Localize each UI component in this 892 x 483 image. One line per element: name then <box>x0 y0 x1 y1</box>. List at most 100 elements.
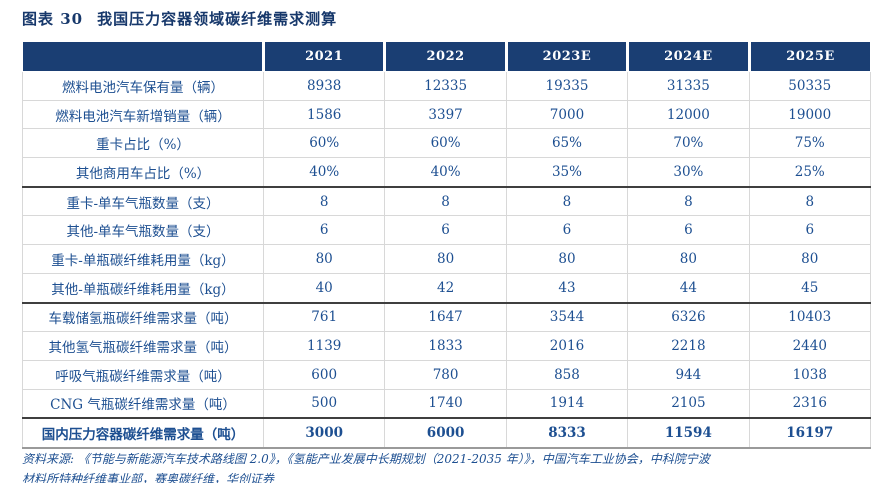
row-label: 其他-单瓶碳纤维耗用量（kg） <box>22 272 264 304</box>
cell-value: 60% <box>384 128 507 159</box>
table-row: 其他-单车气瓶数量（支） 6 6 6 6 6 <box>22 215 871 246</box>
row-label: 其他商用车占比（%） <box>22 157 264 188</box>
column-header-blank <box>22 42 265 72</box>
table-row: 车载储氢瓶碳纤维需求量（吨） 761 1647 3544 6326 10403 <box>22 301 871 333</box>
cell-value: 6 <box>505 215 629 246</box>
cell-value: 3544 <box>505 301 629 333</box>
cell-value: 19335 <box>505 71 629 101</box>
row-label: 重卡-单车气瓶数量（支） <box>22 185 264 217</box>
cell-value: 1833 <box>384 331 507 361</box>
cell-value: 944 <box>627 359 750 390</box>
cell-value: 31335 <box>627 71 750 101</box>
cell-value: 1038 <box>748 359 871 390</box>
cell-value: 11594 <box>627 417 750 449</box>
cell-value: 40 <box>262 272 386 304</box>
cell-value: 44 <box>627 272 750 304</box>
cell-value: 43 <box>505 272 629 304</box>
table-row: 其他氢气瓶碳纤维需求量（吨） 1139 1833 2016 2218 2440 <box>22 331 871 361</box>
table-row-total: 国内压力容器碳纤维需求量（吨） 3000 6000 8333 11594 161… <box>22 417 871 449</box>
cell-value: 7000 <box>505 99 629 130</box>
data-table: 2021 2022 2023E 2024E 2025E 燃料电池汽车保有量（辆）… <box>22 42 871 449</box>
column-header-2021: 2021 <box>263 42 387 72</box>
cell-value: 60% <box>262 128 386 159</box>
cell-value: 780 <box>384 359 507 390</box>
table-row: 其他-单瓶碳纤维耗用量（kg） 40 42 43 44 45 <box>22 272 871 304</box>
table-row: 重卡-单车气瓶数量（支） 8 8 8 8 8 <box>22 185 871 217</box>
cell-value: 2105 <box>627 388 750 419</box>
cell-value: 50335 <box>748 71 871 101</box>
cell-value: 2016 <box>505 331 629 361</box>
cell-value: 25% <box>748 157 871 188</box>
cell-value: 8333 <box>505 417 629 449</box>
row-label: 重卡占比（%） <box>22 128 264 159</box>
cell-value: 45 <box>748 272 871 304</box>
row-label: 燃料电池汽车新增销量（辆） <box>22 99 264 130</box>
row-label: 燃料电池汽车保有量（辆） <box>22 71 264 101</box>
source-line-1: 资料来源: 《节能与新能源汽车技术路线图 2.0》，《氢能产业发展中长期规划（2… <box>22 452 710 466</box>
header-row: 2021 2022 2023E 2024E 2025E <box>22 42 871 72</box>
cell-value: 19000 <box>748 99 871 130</box>
source-note: 资料来源: 《节能与新能源汽车技术路线图 2.0》，《氢能产业发展中长期规划（2… <box>22 450 870 483</box>
cell-value: 40% <box>262 157 386 188</box>
cell-value: 16197 <box>748 417 871 449</box>
cell-value: 70% <box>627 128 750 159</box>
cell-value: 6000 <box>384 417 507 449</box>
cell-value: 1586 <box>262 99 386 130</box>
cell-value: 40% <box>384 157 507 188</box>
cell-value: 35% <box>505 157 629 188</box>
cell-value: 80 <box>505 244 629 274</box>
cell-value: 6326 <box>627 301 750 333</box>
column-header-2022: 2022 <box>384 42 508 72</box>
cell-value: 12000 <box>627 99 750 130</box>
table-row: 重卡-单瓶碳纤维耗用量（kg） 80 80 80 80 80 <box>22 244 871 274</box>
cell-value: 2316 <box>748 388 871 419</box>
cell-value: 6 <box>384 215 507 246</box>
column-header-2025e: 2025E <box>749 42 871 72</box>
table-row: 燃料电池汽车新增销量（辆） 1586 3397 7000 12000 19000 <box>22 99 871 130</box>
column-header-2023e: 2023E <box>506 42 630 72</box>
cell-value: 2218 <box>627 331 750 361</box>
row-label: 重卡-单瓶碳纤维耗用量（kg） <box>22 244 264 274</box>
cell-value: 1740 <box>384 388 507 419</box>
table-row: 呼吸气瓶碳纤维需求量（吨） 600 780 858 944 1038 <box>22 359 871 390</box>
column-header-2024e: 2024E <box>627 42 751 72</box>
table-row: CNG 气瓶碳纤维需求量（吨） 500 1740 1914 2105 2316 <box>22 388 871 419</box>
cell-value: 30% <box>627 157 750 188</box>
row-label: 其他氢气瓶碳纤维需求量（吨） <box>22 331 264 361</box>
row-label: 其他-单车气瓶数量（支） <box>22 215 264 246</box>
figure-title: 图表 30 我国压力容器领域碳纤维需求测算 <box>22 8 337 29</box>
table-row: 燃料电池汽车保有量（辆） 8938 12335 19335 31335 5033… <box>22 71 871 101</box>
cell-value: 1647 <box>384 301 507 333</box>
cell-value: 858 <box>505 359 629 390</box>
cell-value: 6 <box>262 215 386 246</box>
cell-value: 42 <box>384 272 507 304</box>
cell-value: 8 <box>505 185 629 217</box>
cell-value: 600 <box>262 359 386 390</box>
cell-value: 8938 <box>262 71 386 101</box>
cell-value: 8 <box>384 185 507 217</box>
row-label: 车载储氢瓶碳纤维需求量（吨） <box>22 301 264 333</box>
table-row: 其他商用车占比（%） 40% 40% 35% 30% 25% <box>22 157 871 188</box>
cell-value: 65% <box>505 128 629 159</box>
figure-label: 图表 30 <box>22 10 84 28</box>
cell-value: 761 <box>262 301 386 333</box>
row-label: 国内压力容器碳纤维需求量（吨） <box>22 417 264 449</box>
cell-value: 500 <box>262 388 386 419</box>
cell-value: 2440 <box>748 331 871 361</box>
cell-value: 3000 <box>262 417 386 449</box>
cell-value: 75% <box>748 128 871 159</box>
cell-value: 8 <box>262 185 386 217</box>
cell-value: 3397 <box>384 99 507 130</box>
figure-name: 我国压力容器领域碳纤维需求测算 <box>97 10 338 28</box>
cell-value: 12335 <box>384 71 507 101</box>
cell-value: 80 <box>384 244 507 274</box>
cell-value: 8 <box>748 185 871 217</box>
cell-value: 1914 <box>505 388 629 419</box>
row-label: 呼吸气瓶碳纤维需求量（吨） <box>22 359 264 390</box>
row-label: CNG 气瓶碳纤维需求量（吨） <box>22 388 264 419</box>
cell-value: 80 <box>262 244 386 274</box>
cell-value: 8 <box>627 185 750 217</box>
cell-value: 10403 <box>748 301 871 333</box>
cell-value: 6 <box>627 215 750 246</box>
